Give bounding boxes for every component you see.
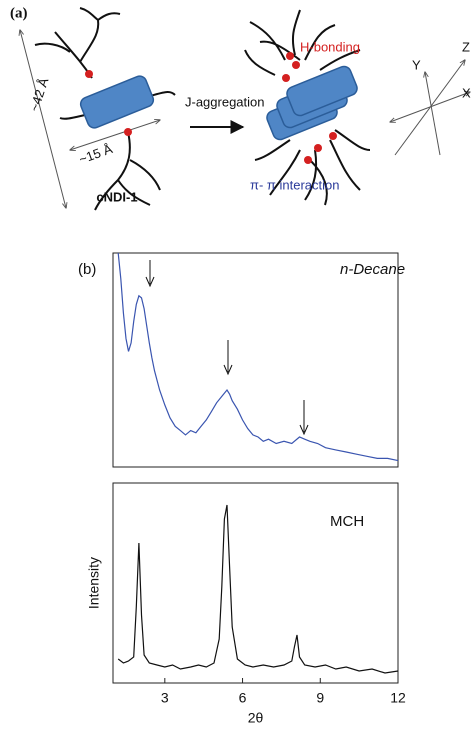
annotation: MCH bbox=[330, 513, 364, 530]
annotation: n-Decane bbox=[340, 261, 405, 278]
data-line bbox=[118, 505, 398, 673]
panel-label: (a) bbox=[10, 5, 28, 21]
axes-symbol: Y Z X bbox=[390, 39, 471, 155]
length-arrow bbox=[20, 30, 66, 208]
molecule-name: cNDI-1 bbox=[96, 189, 137, 204]
length-label: ~42 Å bbox=[27, 76, 52, 114]
panel-a: (a) ~42 Å ~15 Å cNDI-1 J-aggregation H-b… bbox=[10, 5, 471, 210]
panel-label: (b) bbox=[78, 261, 96, 278]
x-tick-label: 3 bbox=[161, 690, 169, 706]
axis-x-symbol: X bbox=[462, 85, 471, 100]
y-axis-label: Intensity bbox=[86, 557, 102, 609]
x-tick-label: 9 bbox=[316, 690, 324, 706]
x-axis-label: 2θ bbox=[248, 710, 264, 726]
x-tick-label: 12 bbox=[390, 690, 406, 706]
figure: (a) ~42 Å ~15 Å cNDI-1 J-aggregation H-b… bbox=[0, 0, 471, 750]
process-label: J-aggregation bbox=[185, 94, 265, 109]
width-arrow bbox=[70, 120, 160, 150]
axis-y-symbol: Y bbox=[412, 57, 421, 72]
hbond-label: H-bonding bbox=[300, 39, 360, 54]
molecule bbox=[35, 8, 175, 210]
axis-z-symbol: Z bbox=[462, 39, 470, 54]
plot-frame bbox=[113, 253, 398, 467]
pi-label: π- π interaction bbox=[250, 177, 339, 192]
peak-arrows bbox=[146, 260, 308, 434]
width-label: ~15 Å bbox=[77, 141, 115, 167]
data-line bbox=[118, 253, 398, 461]
panel-b: (b) n-Decane MCH 3 6 9 12 2θ Intensity bbox=[78, 253, 406, 726]
x-tick-label: 6 bbox=[239, 690, 247, 706]
